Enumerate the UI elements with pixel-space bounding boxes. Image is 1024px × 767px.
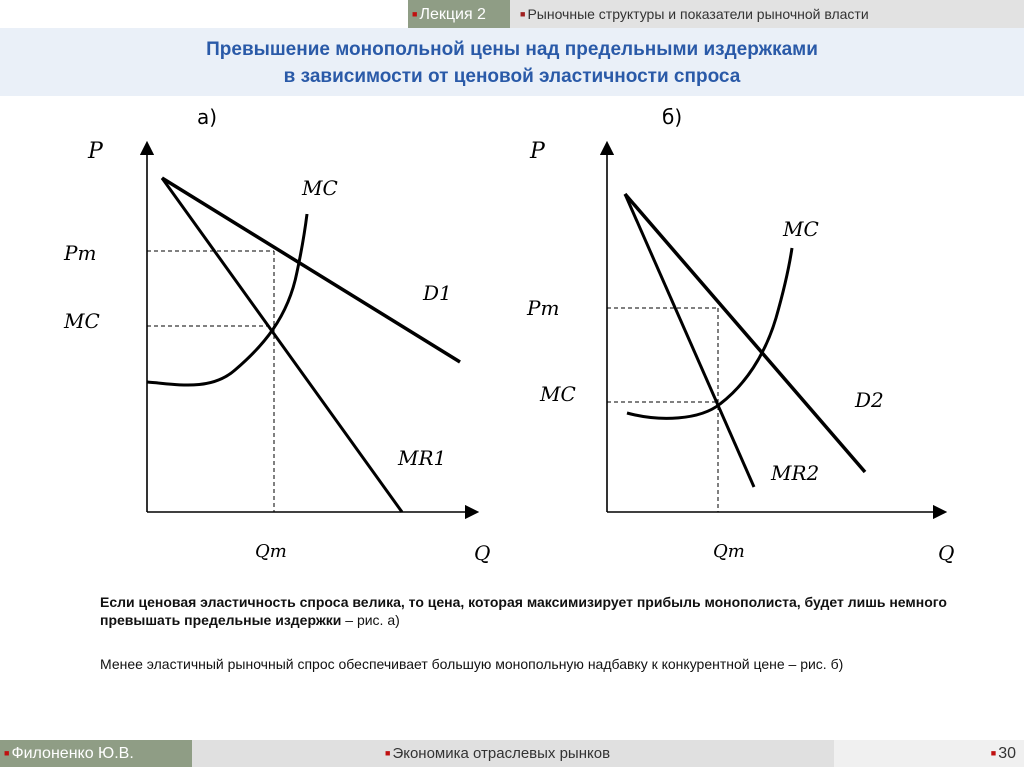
mc-curve-a bbox=[146, 213, 309, 387]
title-line-2: в зависимости от ценовой эластичности сп… bbox=[283, 66, 741, 87]
paragraph-elastic: Если ценовая эластичность спроса велика,… bbox=[100, 593, 960, 629]
qm-label-a: Qm bbox=[255, 541, 287, 562]
x-axis-label-b: Q bbox=[938, 541, 954, 565]
bullet-square-icon: ■ bbox=[990, 748, 997, 758]
lecture-text: Лекция 2 bbox=[419, 6, 486, 23]
mr1-label: MR1 bbox=[397, 446, 446, 470]
top-bar: ■ Лекция 2 ■ Рыночные структуры и показате… bbox=[0, 0, 1024, 28]
author-text: Филоненко Ю.В. bbox=[11, 745, 134, 762]
mr2-label: MR2 bbox=[770, 461, 819, 485]
bullet-square-icon: ■ bbox=[412, 9, 418, 19]
d1-label: D1 bbox=[422, 281, 452, 305]
pm-label-b: Pm bbox=[526, 296, 559, 320]
bullet-square-icon: ■ bbox=[4, 748, 10, 758]
demand-line-a bbox=[161, 176, 461, 364]
pm-label-a: Pm bbox=[63, 241, 96, 265]
panel-label-b: б) bbox=[662, 105, 682, 129]
paragraph-elastic-bold: Если ценовая эластичность спроса велика,… bbox=[100, 594, 947, 628]
d2-label: D2 bbox=[854, 388, 884, 412]
mr-line-a bbox=[160, 177, 404, 513]
mc-curve-label-b: MC bbox=[782, 217, 819, 241]
bullet-square-icon: ■ bbox=[385, 748, 391, 758]
mc-curve-b bbox=[626, 247, 794, 420]
mc-axis-label-a: MC bbox=[63, 309, 100, 333]
mc-curve-label-a: MC bbox=[301, 176, 338, 200]
title-line-1: Превышение монопольной цены над предельн… bbox=[206, 39, 818, 60]
x-axis-label-a: Q bbox=[474, 541, 490, 565]
monopoly-diagrams: а) P Q Pm MC MC D1 MR1 Qm б) P Q bbox=[63, 105, 954, 565]
footer-page: ■ 30 bbox=[834, 740, 1024, 767]
y-axis-label-a: P bbox=[87, 139, 104, 164]
mr-line-b bbox=[623, 193, 756, 488]
slide-title: Превышение монопольной цены над предельн… bbox=[0, 36, 1024, 90]
panel-label-a: а) bbox=[197, 105, 217, 129]
footer-course: ■ Экономика отраслевых рынков bbox=[192, 740, 834, 767]
mc-axis-label-b: MC bbox=[539, 382, 576, 406]
title-box: Превышение монопольной цены над предельн… bbox=[0, 28, 1024, 96]
qm-label-b: Qm bbox=[713, 541, 745, 562]
course-text: Экономика отраслевых рынков bbox=[392, 745, 611, 762]
paragraph-inelastic: Менее эластичный рыночный спрос обеспечи… bbox=[100, 656, 844, 672]
y-axis-label-b: P bbox=[529, 139, 546, 164]
diagram-b: б) P Q Pm MC MC D2 MR2 Qm bbox=[526, 105, 954, 565]
topic-text: Рыночные структуры и показатели рыночной… bbox=[527, 6, 869, 22]
footer-author: ■ Филоненко Ю.В. bbox=[0, 740, 192, 767]
page-number: 30 bbox=[998, 745, 1016, 762]
demand-line-b bbox=[623, 192, 867, 474]
topic-label: ■ Рыночные структуры и показатели рыночно… bbox=[510, 0, 1024, 28]
diagram-a: а) P Q Pm MC MC D1 MR1 Qm bbox=[63, 105, 490, 565]
footer: ■ Филоненко Ю.В. ■ Экономика отраслевых ры… bbox=[0, 740, 1024, 767]
bullet-square-icon: ■ bbox=[520, 9, 526, 19]
top-bar-spacer bbox=[0, 0, 408, 28]
paragraph-elastic-ref: – рис. а) bbox=[341, 612, 400, 628]
lecture-label: ■ Лекция 2 bbox=[408, 0, 510, 28]
